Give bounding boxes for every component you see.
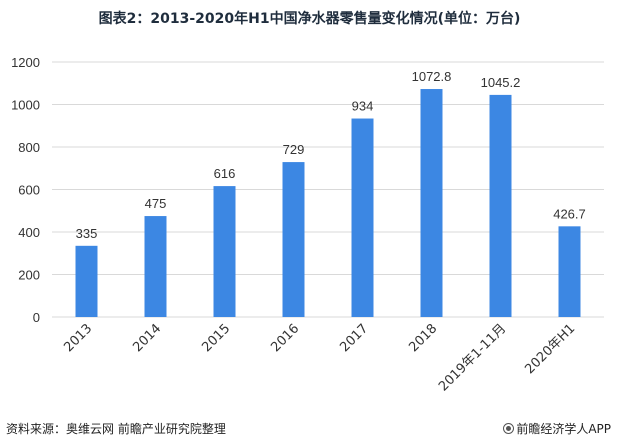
y-tick-label: 800 (18, 140, 40, 155)
y-tick-label: 1200 (11, 55, 40, 70)
y-axis-ticks: 0 200 400 600 800 1000 1200 (11, 55, 40, 325)
y-tick-label: 1000 (11, 98, 40, 113)
value-label: 426.7 (553, 206, 586, 221)
source-note: 资料来源：奥维云网 前瞻产业研究院整理 (6, 422, 226, 436)
x-tick-label: 2019年1-11月 (436, 321, 509, 394)
y-tick-label: 200 (18, 268, 40, 283)
gridlines (52, 61, 604, 318)
brand-logo-icon (503, 423, 515, 434)
value-labels: 335 475 616 729 934 1072.8 1045.2 426.7 (76, 69, 586, 241)
x-tick-label: 2018 (406, 321, 440, 355)
x-tick-label: 2020年H1 (522, 321, 578, 377)
y-tick-label: 600 (18, 183, 40, 198)
bar (282, 162, 305, 317)
bars (75, 89, 581, 318)
brand-credit: 前瞻经济学人APP (503, 420, 611, 437)
x-tick-label: 2013 (61, 321, 95, 355)
value-label: 616 (214, 166, 236, 181)
x-tick-label: 2014 (130, 321, 164, 355)
y-tick-label: 0 (33, 310, 40, 325)
bar (75, 245, 98, 317)
value-label: 335 (76, 226, 98, 241)
bar (213, 186, 236, 317)
value-label: 475 (145, 196, 167, 211)
bar (351, 118, 374, 318)
bar (558, 226, 581, 317)
bar (420, 89, 443, 317)
value-label: 1072.8 (412, 69, 452, 84)
x-tick-label: 2017 (337, 321, 371, 355)
value-label: 729 (283, 142, 305, 157)
brand-name: 前瞻经济学人APP (516, 422, 611, 436)
value-label: 934 (352, 99, 374, 114)
y-tick-label: 400 (18, 225, 40, 240)
bar (489, 94, 512, 318)
x-tick-label: 2016 (268, 321, 302, 355)
chart-title: 图表2：2013-2020年H1中国净水器零售量变化情况(单位：万台) (98, 11, 521, 27)
bar (144, 216, 167, 317)
value-label: 1045.2 (481, 75, 521, 90)
x-tick-label: 2015 (199, 321, 233, 355)
